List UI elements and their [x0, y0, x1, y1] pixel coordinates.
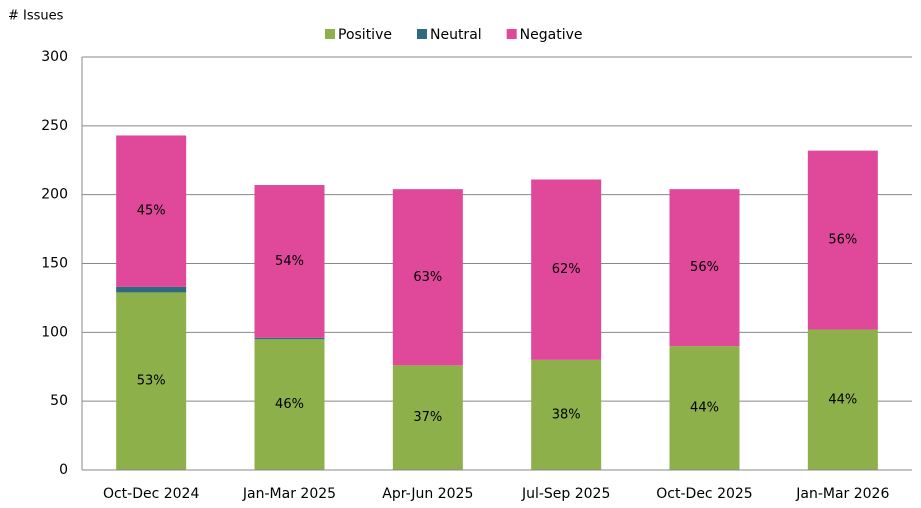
- legend-label: Positive: [338, 27, 392, 43]
- x-tick-label: Oct-Dec 2025: [656, 486, 752, 502]
- bar-segment: [807, 329, 878, 470]
- legend-swatch: [416, 29, 427, 39]
- bar-segment: [531, 359, 602, 470]
- bar-segment: [669, 189, 740, 347]
- y-tick-label: 150: [41, 256, 68, 272]
- data-label: 53%: [137, 374, 166, 389]
- x-tick-label: Apr-Jun 2025: [382, 486, 473, 502]
- bar-segment: [531, 179, 602, 360]
- y-tick-label: 100: [41, 324, 68, 340]
- bar-segment: [254, 337, 325, 340]
- y-tick-label: 250: [41, 118, 68, 134]
- data-label: 56%: [690, 260, 719, 275]
- y-tick-label: 200: [41, 187, 68, 203]
- bar-segment: [392, 365, 463, 470]
- data-label: 56%: [828, 233, 857, 248]
- legend-label: Neutral: [430, 27, 482, 43]
- data-label: 62%: [552, 262, 581, 277]
- y-axis-label: # Issues: [8, 9, 64, 24]
- legend-label: Negative: [520, 27, 583, 43]
- x-tick-label: Jan-Mar 2025: [242, 486, 336, 502]
- bar-segment: [392, 189, 463, 366]
- y-tick-label: 300: [41, 49, 68, 65]
- legend-swatch: [506, 29, 517, 39]
- y-tick-label: 50: [50, 393, 68, 409]
- bar-segment: [116, 292, 187, 470]
- data-label: 45%: [137, 204, 166, 219]
- bar-segment: [807, 150, 878, 330]
- data-label: 54%: [275, 254, 304, 269]
- data-label: 63%: [413, 270, 442, 285]
- x-tick-label: Oct-Dec 2024: [103, 486, 200, 502]
- data-label: 46%: [275, 397, 304, 412]
- x-tick-label: Jan-Mar 2026: [795, 486, 889, 502]
- bar-segment: [116, 135, 187, 287]
- bar-segment: [254, 185, 325, 338]
- x-tick-label: Jul-Sep 2025: [521, 486, 610, 502]
- bar-segment: [116, 286, 187, 293]
- bar-segment: [254, 339, 325, 470]
- data-label: 44%: [828, 392, 857, 407]
- data-label: 37%: [413, 410, 442, 425]
- bar-segment: [669, 346, 740, 470]
- legend-swatch: [325, 29, 335, 39]
- data-label: 38%: [552, 407, 581, 422]
- y-tick-label: 0: [59, 462, 68, 478]
- data-label: 44%: [690, 401, 719, 416]
